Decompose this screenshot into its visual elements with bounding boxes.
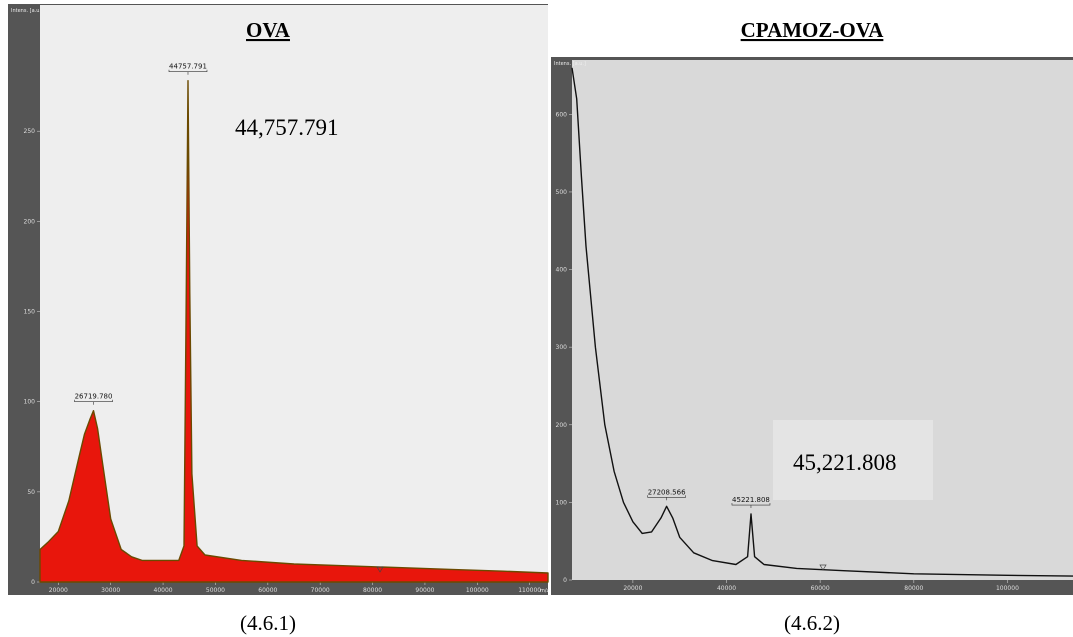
y-tick-label: 0 — [31, 579, 35, 586]
y-axis-label: Intens. [a.u.] — [554, 61, 586, 67]
x-tick-label: 30000 — [101, 587, 120, 594]
y-tick-label: 500 — [556, 189, 568, 196]
y-tick-label: 300 — [556, 344, 568, 351]
spectrum-line — [571, 67, 1073, 577]
annotation: 45,221.808 — [793, 450, 897, 475]
annotation: 44,757.791 — [235, 115, 339, 140]
y-tick-label: 400 — [556, 267, 568, 274]
y-tick-label: 50 — [27, 489, 35, 496]
peak-label: 44757.791 — [169, 63, 207, 71]
plot-area — [572, 60, 1073, 580]
caption: (4.6.2) — [784, 611, 840, 635]
y-tick-label: 100 — [24, 399, 36, 406]
x-axis-label: m/z — [540, 588, 550, 594]
x-tick-label: 20000 — [49, 587, 68, 594]
x-tick-label: 100000 — [466, 587, 489, 594]
y-tick-label: 150 — [24, 309, 36, 316]
annotation-box — [773, 420, 933, 500]
peak-bracket — [731, 503, 771, 509]
y-tick-label: 250 — [24, 128, 36, 135]
peak-bracket — [168, 69, 208, 75]
x-tick-label: 100000 — [996, 585, 1019, 592]
y-tick-label: 0 — [563, 577, 567, 584]
x-tick-label: 70000 — [311, 587, 330, 594]
x-tick-label: 60000 — [258, 587, 277, 594]
y-tick-label: 100 — [556, 499, 568, 506]
x-tick-label: 50000 — [206, 587, 225, 594]
x-tick-label: 80000 — [904, 585, 923, 592]
x-tick-label: 110000 — [518, 587, 541, 594]
peak-bracket — [74, 399, 113, 405]
x-tick-label: 90000 — [415, 587, 434, 594]
x-tick-label: 40000 — [717, 585, 736, 592]
x-tick-label: 80000 — [363, 587, 382, 594]
peak-label: 45221.808 — [732, 496, 770, 504]
y-tick-label: 200 — [24, 218, 36, 225]
spectrum-area — [39, 80, 549, 583]
caption: (4.6.1) — [240, 611, 296, 635]
x-tick-label: 40000 — [154, 587, 173, 594]
y-tick-label: 200 — [556, 422, 568, 429]
peak-bracket — [647, 495, 686, 501]
y-tick-label: 600 — [556, 111, 568, 118]
x-tick-label: 60000 — [811, 585, 830, 592]
x-tick-label: 20000 — [623, 585, 642, 592]
y-axis-label: Intens. [a.u.] — [11, 8, 43, 14]
peak-label: 26719.780 — [75, 393, 113, 401]
chart-title: CPAMOZ-OVA — [741, 18, 885, 42]
marker-triangle — [819, 564, 827, 571]
plot-area — [40, 5, 548, 582]
marker-triangle — [376, 566, 384, 573]
chart-title: OVA — [246, 18, 291, 42]
peak-label: 27208.566 — [648, 488, 686, 496]
